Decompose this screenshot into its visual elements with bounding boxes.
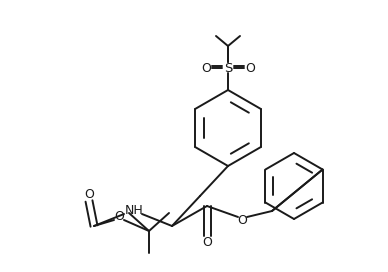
Text: S: S [224,61,232,75]
Text: O: O [202,236,212,249]
Text: NH: NH [125,205,144,218]
Text: O: O [84,187,94,200]
Text: O: O [114,209,124,222]
Text: O: O [245,61,255,75]
Text: O: O [201,61,211,75]
Text: O: O [237,215,247,227]
